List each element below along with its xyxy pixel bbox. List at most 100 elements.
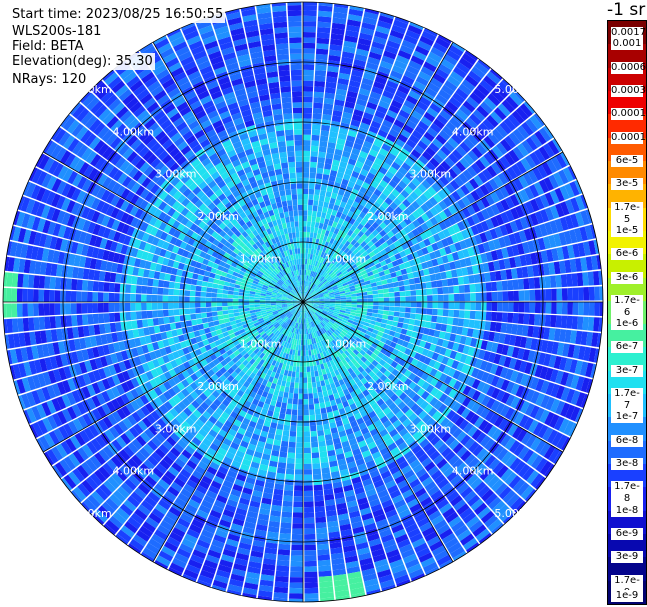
range-gate [429,322,437,330]
range-gate [405,307,411,313]
range-gate [423,327,430,335]
range-gate [349,176,358,184]
range-gate [558,357,568,371]
range-gate [394,60,408,70]
range-gate [405,139,417,149]
range-gate [320,257,325,264]
range-gate [335,298,341,301]
range-gate [555,274,562,288]
range-gate [490,203,500,216]
range-gate [317,543,329,550]
range-gate [362,16,377,26]
range-gate [360,168,369,177]
range-gate [407,324,414,331]
range-gate [332,187,340,194]
range-gate [338,236,344,243]
range-gate [369,91,382,100]
range-gate [435,93,448,105]
range-gate [374,240,382,248]
range-gate [362,302,368,306]
range-gate [379,124,391,134]
range-gate [397,49,412,60]
range-gate [553,328,561,342]
range-gate [333,228,340,235]
range-gate [337,206,345,213]
range-gate [436,354,445,363]
range-gate [509,257,517,268]
range-gate [527,325,534,338]
range-gate [391,260,399,267]
range-gate [534,211,544,224]
range-gate [382,314,389,320]
range-gate [388,128,400,138]
range-gate [483,152,495,165]
range-gate [309,167,317,173]
range-gate [317,435,325,442]
range-gate [329,279,335,285]
range-gate [556,288,563,301]
range-gate [335,88,347,96]
range-gate [329,237,335,245]
range-gate [428,51,443,63]
range-gate [408,278,415,285]
range-gate [350,290,357,295]
range-gate [316,48,329,55]
range-gate [232,305,239,310]
range-gate [530,338,538,351]
range-gate [351,255,358,261]
range-gate [497,172,509,185]
range-gate [317,228,323,235]
range-gate [323,307,330,311]
range-gate [319,451,328,458]
range-gate [292,404,298,410]
range-gate [515,385,525,398]
range-gate [297,350,301,356]
range-gate [540,250,549,263]
range-gate [289,593,303,599]
range-gate [421,247,429,255]
range-gate [65,315,73,327]
range-gate [518,230,527,243]
range-gate [307,295,312,299]
range-gate [290,425,297,432]
range-gate [348,269,355,275]
range-gate [315,375,320,382]
range-gate [421,289,427,296]
range-gate [377,244,385,252]
range-gate [311,447,319,453]
range-gate [521,140,534,154]
range-gate [308,183,315,190]
range-gate [446,253,454,263]
range-gate [385,273,392,280]
range-gate [579,361,589,376]
range-gate [310,226,315,233]
range-gate [475,222,485,234]
range-gate [430,47,445,59]
range-gate [359,32,373,41]
range-gate [451,251,460,261]
range-gate [303,355,307,362]
range-gate [325,253,330,260]
range-gate [309,276,313,282]
range-gate [455,87,469,100]
range-gate [329,131,338,139]
range-gate [455,161,466,172]
range-gate [421,295,428,302]
range-gate [376,197,384,206]
range-gate [502,291,509,301]
range-gate [415,289,422,296]
range-gate [434,249,442,258]
range-gate [347,243,354,250]
range-gate [308,300,314,302]
range-gate [560,387,571,402]
range-gate [368,125,379,134]
range-gate [318,307,324,310]
range-gate [440,58,455,71]
range-gate [375,321,382,327]
range-gate [287,452,296,459]
range-gate [411,331,418,339]
range-gate [392,65,405,75]
range-gate [331,164,339,172]
range-gate [416,295,422,302]
range-gate [517,348,525,360]
